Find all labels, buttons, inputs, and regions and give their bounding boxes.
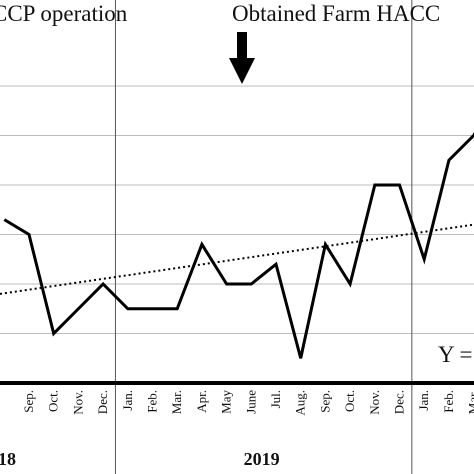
x-tick-label: June	[243, 390, 258, 414]
x-tick-label: Nov.	[70, 390, 85, 415]
year-label: 18	[0, 449, 16, 469]
data-points	[28, 135, 474, 359]
x-tick-label: Mar.	[169, 390, 184, 414]
x-tick-label: Mar.	[466, 390, 474, 414]
x-tick-label: Oct.	[342, 390, 357, 412]
x-tick-label: May	[219, 390, 234, 414]
arrow-down-icon	[229, 32, 255, 84]
x-tick-label: Dec.	[392, 390, 407, 414]
x-tick-labels: Sep. Oct. Nov. Dec. Jan. Feb. Mar. Apr. May June J…	[21, 390, 474, 416]
gridlines	[0, 85, 474, 334]
year-separators	[114, 0, 413, 474]
x-tick-label: Feb.	[441, 390, 456, 413]
equation-label: Y =	[438, 342, 472, 367]
x-tick-label: Nov.	[367, 390, 382, 415]
x-tick-label: Sep.	[317, 390, 332, 413]
x-tick-label: Apr.	[194, 390, 209, 413]
x-tick-label: Sep.	[21, 390, 36, 413]
x-tick-label: Jan.	[120, 390, 135, 411]
year-label: 2019	[244, 449, 280, 469]
x-tick-label: Jul.	[268, 390, 283, 408]
year-labels: 18 2019	[0, 449, 280, 469]
left-annotation: CCP operation	[0, 1, 128, 26]
x-tick-label: Feb.	[145, 390, 160, 413]
x-tick-label: Dec.	[95, 390, 110, 414]
x-tick-label: Oct.	[46, 390, 61, 412]
right-annotation: Obtained Farm HACC	[232, 1, 440, 26]
x-tick-label: Jan.	[416, 390, 431, 411]
x-tick-label: Aug.	[293, 390, 308, 416]
